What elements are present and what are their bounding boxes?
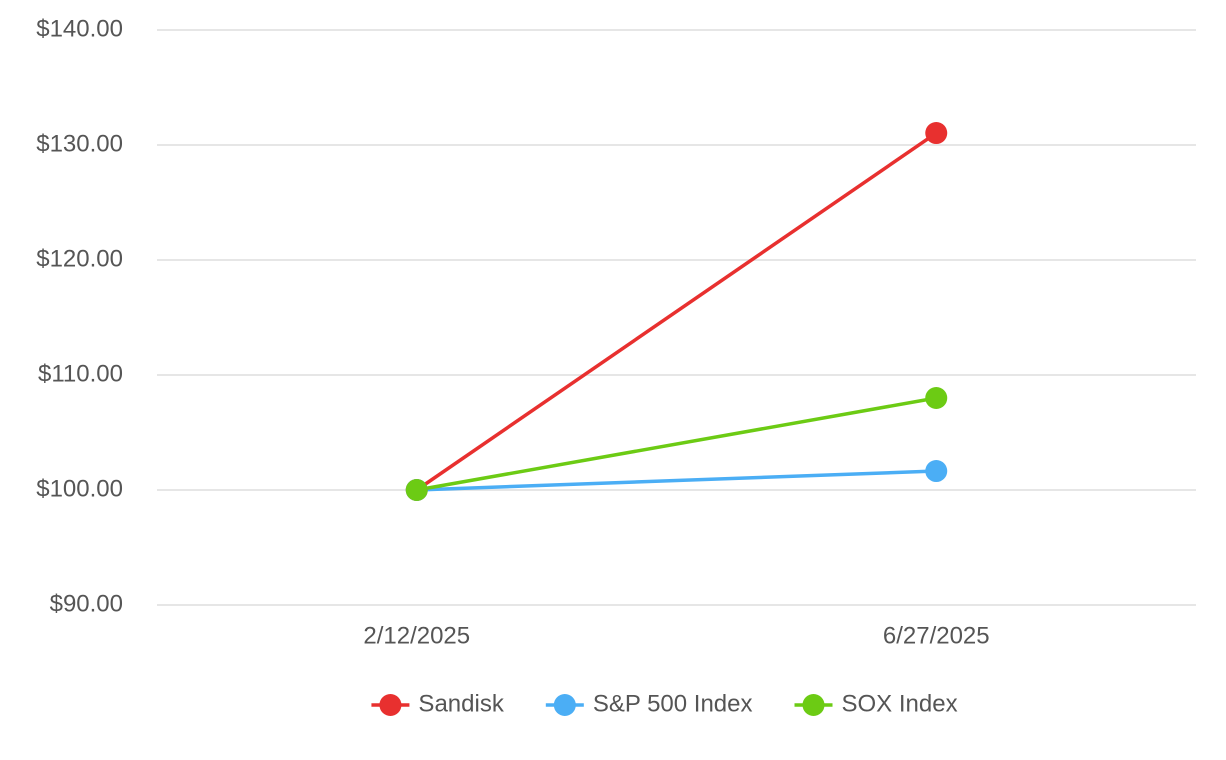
y-tick-label: $90.00 <box>50 590 123 617</box>
y-tick-label: $130.00 <box>36 130 123 157</box>
data-point <box>925 122 948 145</box>
legend-label: S&P 500 Index <box>593 690 753 717</box>
x-tick-label: 6/27/2025 <box>883 622 990 649</box>
legend-marker <box>802 694 825 716</box>
y-tick-label: $110.00 <box>38 360 123 387</box>
data-point <box>925 460 948 483</box>
legend: Sandisk S&P 500 Index SOX Index <box>371 690 958 717</box>
data-point <box>925 387 948 409</box>
legend-item: S&P 500 Index <box>545 690 753 717</box>
legend-item: Sandisk <box>371 690 505 717</box>
y-tick-label: $140.00 <box>36 15 123 42</box>
legend-marker <box>553 694 576 716</box>
legend-marker <box>379 694 402 716</box>
legend-label: Sandisk <box>418 690 504 717</box>
series-line <box>416 469 937 492</box>
series-line <box>416 396 937 492</box>
y-tick-label: $100.00 <box>36 475 123 502</box>
legend-label: SOX Index <box>842 690 958 717</box>
y-tick-label: $120.00 <box>36 245 123 272</box>
x-tick-label: 2/12/2025 <box>363 622 470 649</box>
legend-item: SOX Index <box>794 690 958 717</box>
series-line <box>415 131 938 492</box>
data-point <box>405 479 428 501</box>
